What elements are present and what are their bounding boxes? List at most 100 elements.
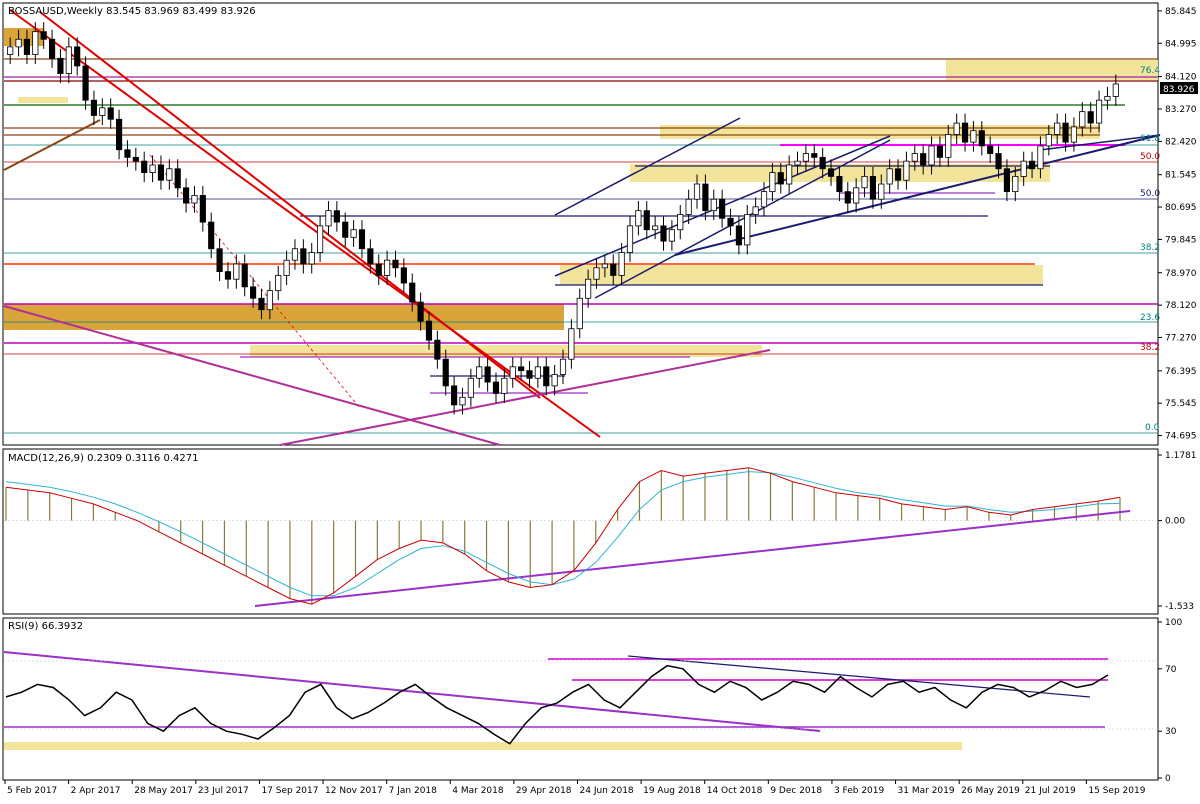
candles-layer <box>7 22 1119 415</box>
candle-body <box>367 248 374 265</box>
candle-body <box>492 381 500 394</box>
candle-body <box>216 248 223 273</box>
price-tick-label: 74.695 <box>1165 432 1197 442</box>
candle-body <box>1079 111 1086 128</box>
candle-body <box>894 168 902 181</box>
candle-body <box>149 164 156 173</box>
rsi-tick-label: 70 <box>1165 665 1177 675</box>
candle-body <box>65 46 72 74</box>
price-tick-label: 80.695 <box>1165 203 1197 213</box>
candle-body <box>1045 134 1052 147</box>
time-axis: 5 Feb 2017 2 Apr 2017 28 May 2017 23 Jul 20… <box>4 780 1146 796</box>
candle-body <box>325 210 332 227</box>
candle-body <box>241 263 248 288</box>
candle-body <box>1037 145 1044 170</box>
candle-body <box>32 31 39 55</box>
candle-body <box>576 297 583 330</box>
candle-body <box>978 130 985 147</box>
candle-body <box>635 210 642 227</box>
candle-body <box>384 259 391 276</box>
candle-body <box>543 366 550 387</box>
candle-body <box>425 320 433 341</box>
macd-signal-line <box>5 471 1121 597</box>
candle-body <box>936 145 943 158</box>
candle-body <box>74 46 81 67</box>
fib-label-0: 0.0 <box>1145 423 1160 433</box>
candle-body <box>208 221 215 250</box>
candle-body <box>794 160 801 166</box>
candle-body <box>1070 126 1078 143</box>
candle-body <box>920 153 927 166</box>
time-tick-label: 4 Mar 2018 <box>452 786 504 796</box>
candle-body <box>752 206 759 215</box>
macd-tick-label: 1.1781 <box>1165 451 1197 461</box>
candle-body <box>593 267 600 280</box>
candle-body <box>836 175 843 193</box>
candle-body <box>350 229 357 238</box>
candle-body <box>534 366 541 379</box>
macd-panel-frame <box>2 448 1159 615</box>
trendlines <box>3 9 1161 446</box>
candle-body <box>115 118 123 151</box>
time-tick-label: 17 Sep 2017 <box>261 786 318 796</box>
candle-body <box>124 149 131 158</box>
candle-body <box>258 297 265 311</box>
candle-body <box>7 46 14 55</box>
candle-body <box>961 122 969 143</box>
candle-body <box>903 160 910 181</box>
macd-line <box>5 467 1121 605</box>
candle-body <box>283 259 290 276</box>
price-tick-label: 78.120 <box>1165 301 1197 311</box>
candle-body <box>861 175 868 189</box>
price-axis: 85.845 84.995 84.120 83.270 82.420 81.545 80.6… <box>1158 7 1197 442</box>
candle-body <box>735 225 742 246</box>
candle-body <box>400 267 407 284</box>
current-price-label: 83.926 <box>1163 85 1195 95</box>
candle-body <box>819 156 826 170</box>
time-tick-label: 23 Jul 2017 <box>198 786 249 796</box>
candle-body <box>518 366 525 372</box>
rsi-levels <box>3 651 1158 750</box>
time-tick-label: 12 Nov 2017 <box>325 786 383 796</box>
candle-body <box>250 286 257 299</box>
candle-body <box>199 195 206 223</box>
price-tick-label: 85.845 <box>1165 7 1197 17</box>
candle-body <box>1003 168 1011 193</box>
candle-body <box>769 172 776 193</box>
candle-body <box>760 191 768 208</box>
rsi-tick-label: 0 <box>1165 774 1171 784</box>
fib-label-38a: 38.2 <box>1140 243 1160 253</box>
macd-axis: 1.1781 0.00 -1.533 <box>1158 451 1197 612</box>
candle-body <box>23 38 31 55</box>
time-tick-label: 19 Aug 2018 <box>643 786 701 796</box>
price-tick-label: 79.845 <box>1165 235 1197 245</box>
candle-body <box>886 168 893 185</box>
candle-body <box>702 183 709 212</box>
candle-body <box>476 366 483 379</box>
candle-body <box>15 38 22 48</box>
candle-body <box>945 134 952 158</box>
rsi-line <box>5 664 1109 745</box>
rsi-tick-label: 30 <box>1165 727 1177 737</box>
candle-body <box>275 275 282 292</box>
current-price-box <box>1160 82 1198 94</box>
candle-body <box>719 198 726 219</box>
candle-body <box>559 358 567 375</box>
candle-body <box>643 210 650 231</box>
candle-body <box>827 168 835 177</box>
candle-body <box>224 271 232 280</box>
candle-body <box>1095 99 1103 124</box>
candle-body <box>710 198 717 212</box>
candle-body <box>442 358 449 387</box>
candle-body <box>811 153 818 158</box>
candle-body <box>40 31 47 40</box>
time-tick-label: 9 Dec 2018 <box>770 786 822 796</box>
candle-body <box>300 248 307 265</box>
candle-body <box>90 99 98 116</box>
macd-layer <box>4 467 1158 605</box>
macd-header: MACD(12,26,9) 0.2309 0.3116 0.4271 <box>8 453 198 464</box>
candle-body <box>417 301 424 322</box>
price-tick-label: 76.395 <box>1165 367 1197 377</box>
candle-body <box>107 107 114 120</box>
time-tick-label: 7 Jan 2018 <box>389 786 437 796</box>
